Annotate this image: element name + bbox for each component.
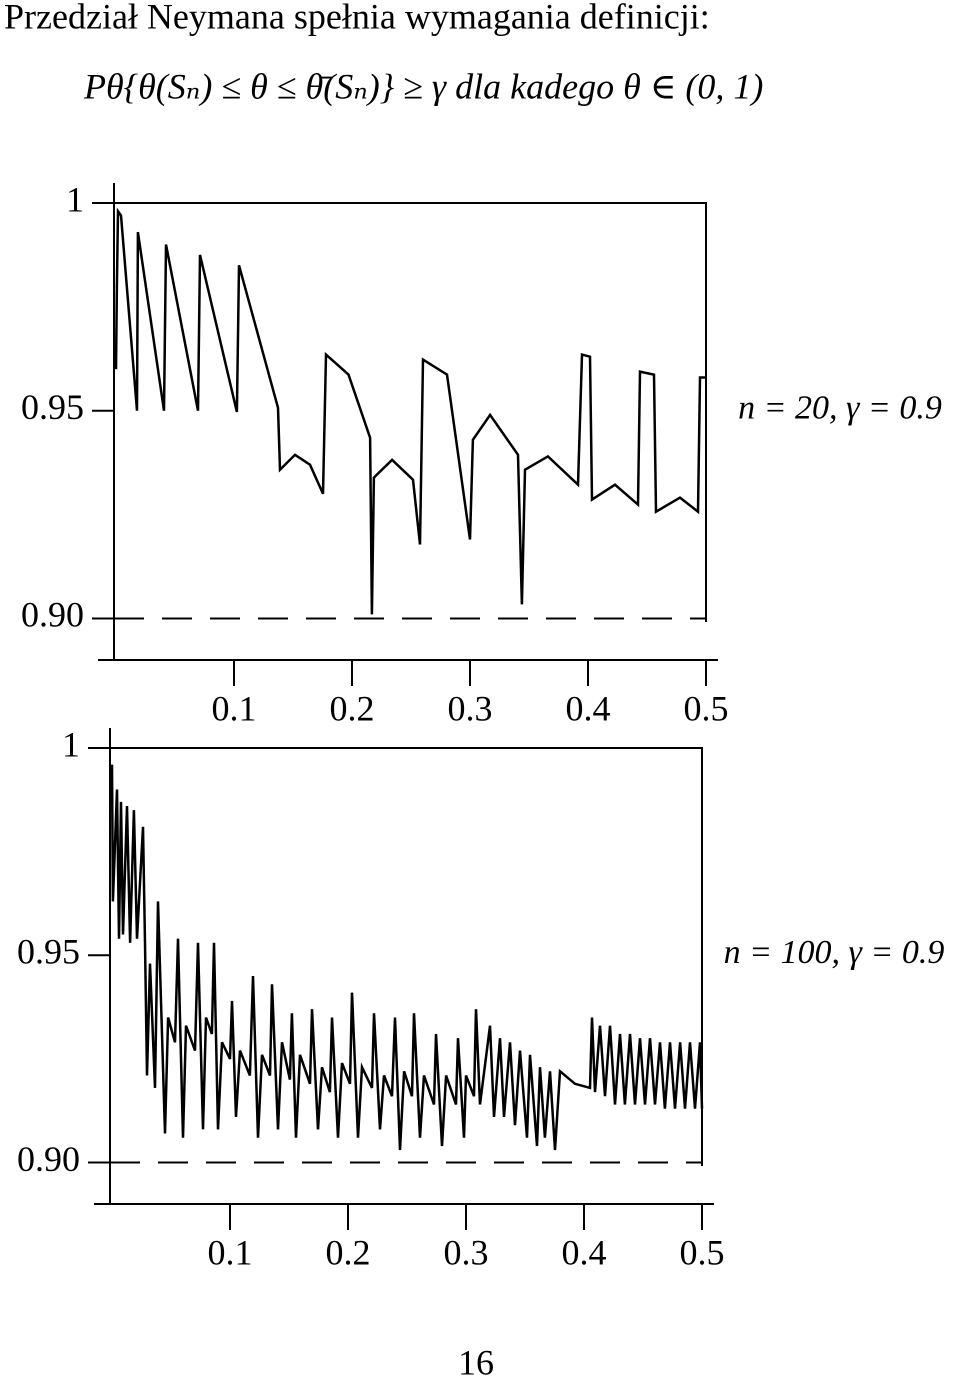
x-tick-label: 0.1 [208, 1232, 253, 1272]
plot-frame [110, 747, 703, 1166]
x-tick-label: 0.5 [684, 688, 729, 728]
title: Przedział Neymana spełnia wymagania defi… [4, 0, 710, 36]
y-tick-label: 1 [62, 724, 80, 764]
y-tick-label: 1 [66, 179, 84, 219]
y-tick-label: 0.90 [21, 595, 84, 635]
page-number: 16 [458, 1342, 494, 1382]
x-tick-label: 0.5 [680, 1232, 725, 1272]
coverage-line [114, 207, 706, 615]
x-tick-label: 0.3 [444, 1232, 489, 1272]
coverage-line [110, 764, 704, 1151]
y-tick-label: 0.95 [17, 932, 80, 972]
x-tick-label: 0.1 [212, 688, 257, 728]
x-tick-label: 0.3 [448, 688, 493, 728]
y-tick-label: 0.90 [17, 1139, 80, 1179]
annotation: n = 20, γ = 0.9 [738, 390, 942, 427]
annotation: n = 100, γ = 0.9 [724, 934, 945, 971]
x-tick-label: 0.2 [326, 1232, 371, 1272]
x-tick-label: 0.2 [330, 688, 375, 728]
formula: Pθ{θ(Sₙ) ≤ θ ≤ θ̄(Sₙ)} ≥ γ dla kadego θ … [83, 66, 763, 106]
plot-frame [114, 202, 707, 622]
x-tick-label: 0.4 [566, 688, 611, 728]
x-tick-label: 0.4 [562, 1232, 607, 1272]
y-tick-label: 0.95 [21, 387, 84, 427]
